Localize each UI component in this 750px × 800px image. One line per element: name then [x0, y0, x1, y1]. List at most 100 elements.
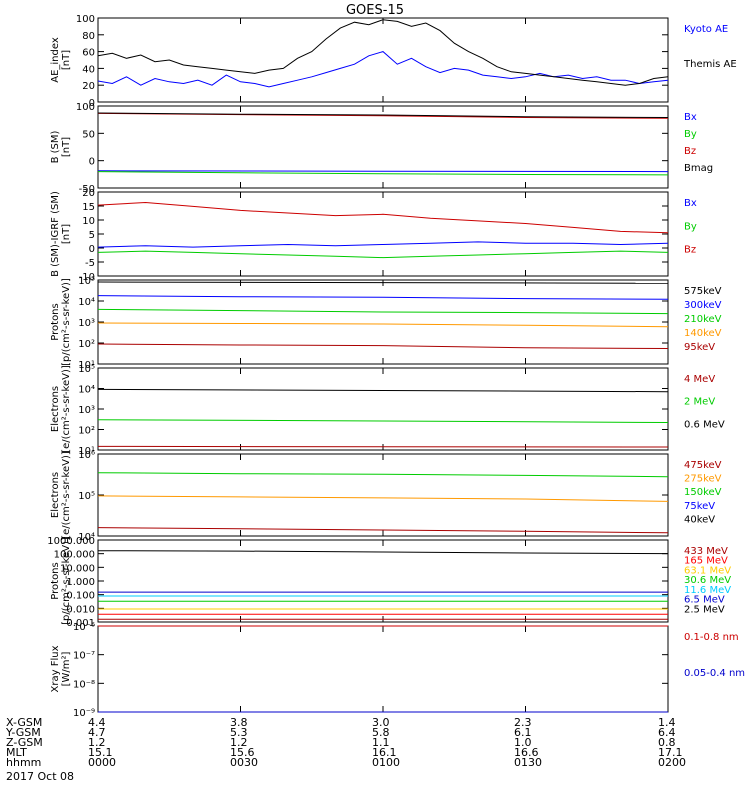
y-tick-label: 10⁴	[78, 532, 95, 543]
y-tick-label: 10⁻⁷	[73, 651, 95, 662]
ephem-row-mlt: MLT 15.1 15.6 16.1 16.6 17.1	[0, 746, 750, 759]
y-axis-label: [nT]	[61, 50, 72, 70]
legend-entry: Bmag	[684, 163, 713, 174]
series-line-bx	[97, 170, 669, 173]
series-line-2-5-mev	[97, 550, 669, 555]
y-axis-label: [W/m²]	[61, 651, 72, 686]
y-tick-label: -10	[79, 272, 95, 283]
legend-entry: 2 MeV	[684, 397, 715, 408]
y-axis-label: Protons	[50, 562, 61, 599]
series-line-kyoto-ae	[97, 51, 669, 88]
y-tick-label: 0	[89, 244, 95, 255]
y-tick-label: 0	[89, 157, 95, 168]
panel-0: 0 20 40 60 80 100 AE_index [nT] Kyoto AE Themis A…	[50, 14, 737, 109]
ephem-row-y-gsm: Y-GSM 4.7 5.3 5.8 6.1 6.4	[0, 726, 750, 739]
panel-4: 10¹ 10² 10³ 10⁴ 10⁵ Electrons [e/(cm²-s-sr-keV…	[50, 364, 725, 457]
y-tick-label: 10²	[78, 339, 95, 350]
legend-entry: 30.6 MeV	[684, 575, 731, 586]
ephem-value: 4.4	[88, 716, 106, 729]
legend-entry: By	[684, 129, 697, 140]
ephem-value: 1.0	[514, 736, 532, 749]
y-tick-label: 10¹	[78, 446, 95, 457]
legend-entry: 0.05-0.4 nm	[684, 668, 745, 679]
legend-entry: 6.5 MeV	[684, 595, 725, 606]
y-axis-label: Xray Flux	[50, 645, 61, 692]
legend-entry: 0.6 MeV	[684, 419, 725, 430]
panel-1: -50 0 50 100 B (SM) [nT] Bx By Bz Bmag	[50, 102, 713, 195]
series-line-150kev	[97, 472, 669, 478]
legend-entry: 4 MeV	[684, 374, 715, 385]
series-line-300kev	[97, 295, 669, 300]
y-tick-label: 10⁴	[78, 297, 95, 308]
ephem-value: 4.7	[88, 726, 106, 739]
y-tick-label: 10³	[78, 318, 95, 329]
series-line-4-mev	[97, 445, 669, 448]
y-tick-label: 10⁵	[78, 364, 95, 375]
legend-entry: 63.1 MeV	[684, 565, 731, 576]
ephem-value: 17.1	[658, 746, 683, 759]
ephemeris-table: X-GSM 4.4 3.8 3.0 2.3 1.4 Y-GSM 4.7 5.3 5.8 6.1 6.4…	[0, 716, 750, 800]
y-tick-label: 40	[82, 64, 95, 75]
series-line-by	[97, 171, 669, 176]
legend-entry: 0.1-0.8 nm	[684, 632, 739, 643]
y-tick-label: 5	[89, 230, 95, 241]
ephem-row-label: MLT	[6, 746, 27, 759]
series-line-140kev	[97, 322, 669, 328]
y-tick-label: 10³	[78, 405, 95, 416]
y-axis-label: [p/(cm²-s-sr-keV)]	[61, 278, 72, 366]
legend-entry: Themis AE	[683, 59, 737, 70]
ephem-value: 6.4	[658, 726, 676, 739]
legend-entry: Bz	[684, 245, 696, 256]
ephem-value: 0130	[514, 756, 542, 769]
ephem-value: 15.6	[230, 746, 255, 759]
ephem-value: 2.3	[514, 716, 532, 729]
y-axis-label: [nT]	[61, 224, 72, 244]
y-axis-label: Electrons	[50, 472, 61, 518]
legend-entry: Kyoto AE	[684, 24, 728, 35]
series-line-0-6-mev	[97, 388, 669, 393]
y-axis-label: [e/(cm²-s-sr-keV)]	[61, 451, 72, 539]
legend-entry: 95keV	[684, 342, 715, 353]
y-axis-label: B (SM)	[50, 130, 61, 163]
y-tick-label: 0.010	[66, 604, 95, 615]
y-axis-label: Protons	[50, 303, 61, 340]
y-axis-label: [e/(cm²-s-sr-keV)]	[61, 365, 72, 453]
ephem-value: 1.1	[372, 736, 390, 749]
ephem-row-label: Y-GSM	[6, 726, 41, 739]
ephem-row-label: X-GSM	[6, 716, 43, 729]
y-tick-label: 1000.000	[47, 536, 95, 547]
panel-frame	[97, 279, 669, 365]
ephem-row-label: hhmm	[6, 756, 42, 769]
panel-3: 10¹ 10² 10³ 10⁴ 10⁵ Protons [p/(cm²-s-sr-keV)]…	[50, 276, 722, 371]
panel-6: 0.001 0.010 0.100 1.000 10.000 100.000 1000.00…	[47, 536, 731, 629]
y-axis-label: [p/(cm²-s-sr-keV)]	[61, 537, 72, 625]
ephem-value: 15.1	[88, 746, 113, 759]
ephem-value: 16.1	[372, 746, 397, 759]
series-line-2-mev	[97, 419, 669, 423]
ephem-value: 5.3	[230, 726, 248, 739]
y-axis-label: [nT]	[61, 137, 72, 157]
ephem-value: 0000	[88, 756, 116, 769]
legend-entry: 11.6 MeV	[684, 585, 731, 596]
ephem-value: 16.6	[514, 746, 539, 759]
series-line-bz	[97, 201, 669, 234]
y-tick-label: 10⁴	[78, 385, 95, 396]
y-axis-label: AE_index	[50, 37, 61, 83]
ephem-row-hhmm: hhmm 0000 0030 0100 0130 0200	[0, 756, 750, 769]
legend-entry: 275keV	[684, 474, 722, 485]
ephem-value: 5.8	[372, 726, 390, 739]
series-line-themis-ae	[97, 19, 669, 86]
ephem-value: 3.0	[372, 716, 390, 729]
ephem-value: 1.2	[230, 736, 248, 749]
ephem-row-x-gsm: X-GSM 4.4 3.8 3.0 2.3 1.4	[0, 716, 750, 729]
series-line-275kev	[97, 495, 669, 502]
series-line-bmag	[97, 112, 669, 118]
y-tick-label: 80	[82, 31, 95, 42]
ephem-value: 1.2	[88, 736, 106, 749]
y-tick-label: 50	[82, 129, 95, 140]
ephem-row-label: Z-GSM	[6, 736, 43, 749]
panel-frame	[97, 453, 669, 537]
legend-entry: 475keV	[684, 460, 722, 471]
y-tick-label: 10²	[78, 426, 95, 437]
